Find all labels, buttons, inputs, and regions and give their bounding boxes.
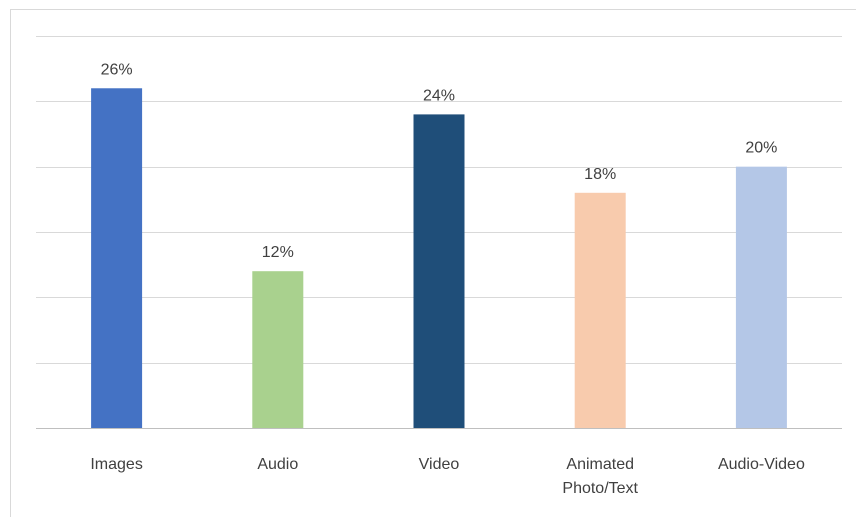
data-label: 26% [101,61,133,78]
x-tick-label: Images [90,456,142,473]
x-axis-tick-labels: Images Audio Video Animated Photo/Text Audio-… [90,456,805,497]
bar-audio-video [735,166,787,428]
x-tick-label: Animated [566,456,634,473]
x-tick-label: Photo/Text [562,480,638,497]
data-label: 18% [584,166,616,183]
data-labels: 26% 12% 24% 18% 20% [101,61,778,261]
bar-audio [252,271,304,428]
x-tick-label: Video [419,456,460,473]
bar-video [413,114,465,429]
bar-animated-photo-text [574,192,626,428]
data-label: 24% [423,87,455,104]
data-label: 20% [745,140,777,157]
x-tick-label: Audio-Video [718,456,805,473]
bar-images [91,88,143,429]
x-tick-label: Audio [257,456,298,473]
bars [91,88,787,429]
data-label: 12% [262,244,294,261]
